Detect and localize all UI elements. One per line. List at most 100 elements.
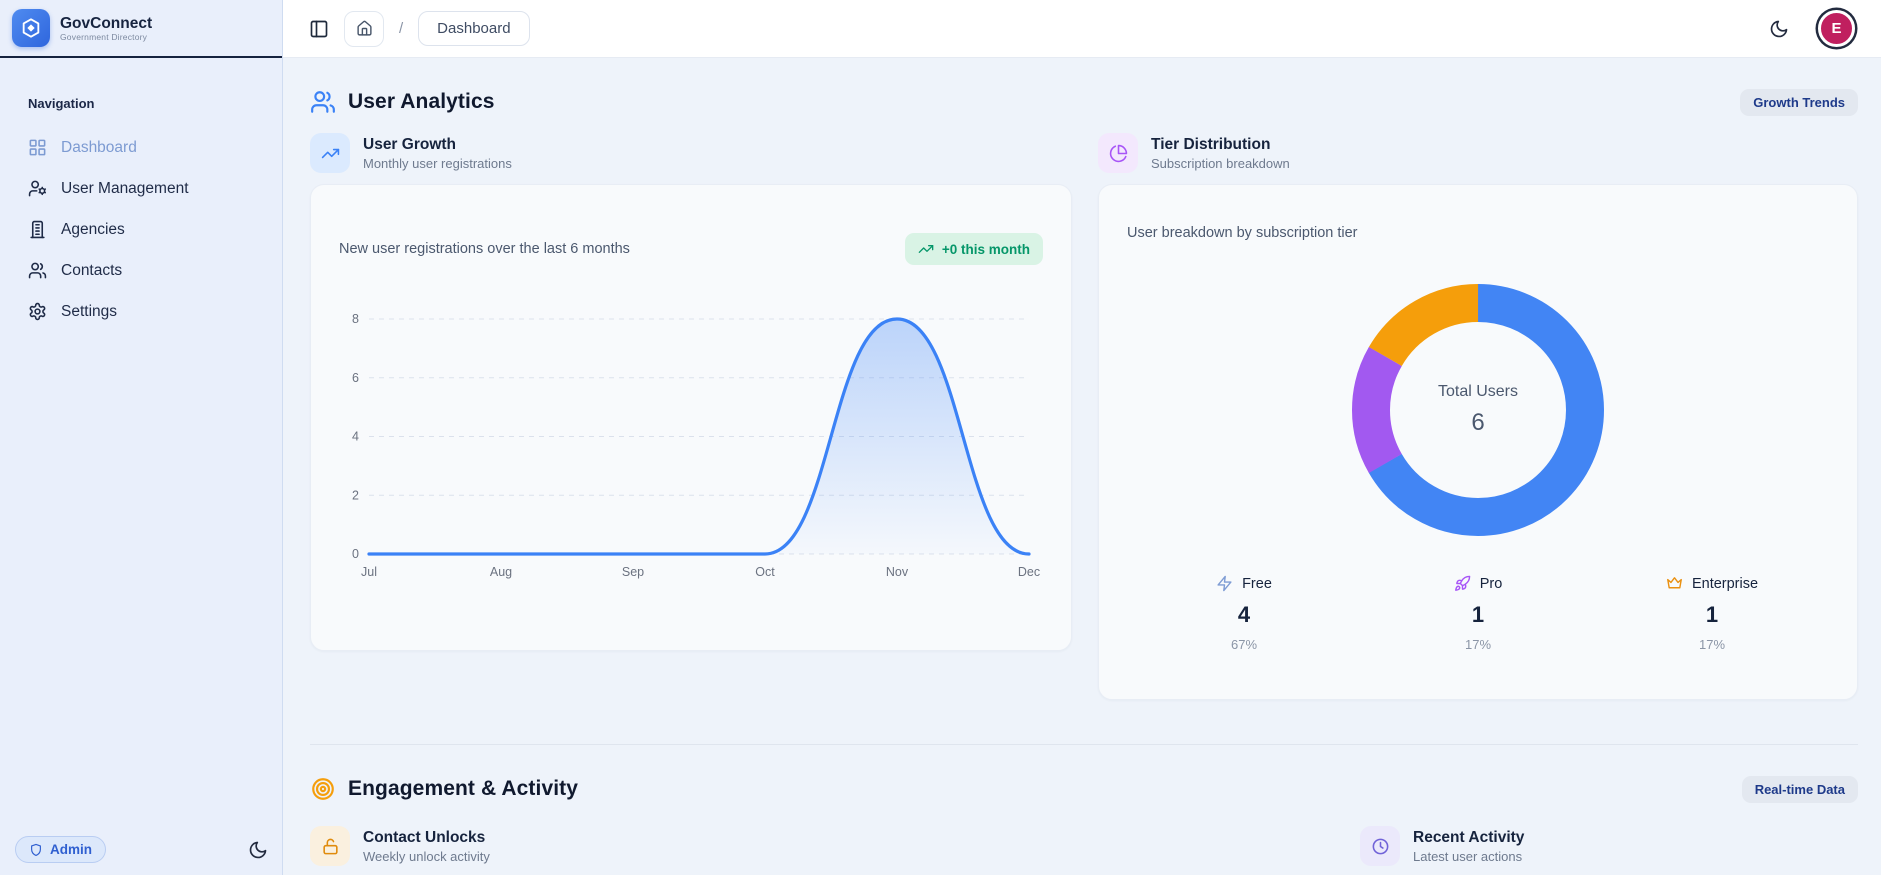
- clock-icon: [1360, 826, 1400, 866]
- gear-icon: [29, 302, 46, 321]
- admin-role-badge: Admin: [15, 836, 106, 863]
- trending-up-icon: [310, 133, 350, 173]
- free-percent: 67%: [1230, 637, 1258, 652]
- analytics-section-title: User Analytics: [348, 90, 495, 113]
- sidebar-item-label: Contacts: [61, 261, 123, 279]
- user-growth-line-chart: 0 2 4 6 8 Jul Aug Sep Oct Nov Dec: [352, 312, 1040, 579]
- recent-activity-title: Recent Activity: [1413, 829, 1525, 846]
- users-icon: [311, 91, 335, 113]
- target-icon: [312, 778, 334, 800]
- sidebar: GovConnect Government Directory Navigati…: [0, 0, 283, 875]
- recent-activity-header: Recent Activity Latest user actions: [1360, 826, 1858, 866]
- tier-distribution-title: Tier Distribution: [1151, 136, 1271, 153]
- layout-grid-icon: [29, 139, 46, 156]
- crown-icon: [1667, 577, 1682, 589]
- sidebar-item-label: Settings: [61, 302, 118, 320]
- user-avatar[interactable]: E: [1818, 10, 1855, 47]
- trending-up-icon: [918, 245, 934, 253]
- user-growth-title: User Growth: [363, 136, 457, 153]
- legend-item-pro: Pro 1 17%: [1361, 575, 1595, 652]
- sidebar-header: GovConnect Government Directory: [0, 0, 282, 58]
- analytics-grid: User Growth Monthly user registrations N…: [310, 133, 1858, 700]
- pro-percent: 17%: [1464, 637, 1492, 652]
- tier-distribution-header: Tier Distribution Subscription breakdown: [1098, 133, 1858, 173]
- recent-activity-subtitle: Latest user actions: [1413, 849, 1523, 864]
- legend-item-free: Free 4 67%: [1127, 575, 1361, 652]
- brand-name: GovConnect: [60, 14, 153, 32]
- enterprise-percent: 17%: [1698, 637, 1726, 652]
- contact-unlocks-header: Contact Unlocks Weekly unlock activity: [310, 826, 1334, 866]
- growth-description: New user registrations over the last 6 m…: [339, 241, 630, 257]
- section-divider: [310, 744, 1858, 745]
- zap-icon: [1217, 575, 1232, 592]
- building-icon: [30, 220, 45, 239]
- home-icon: [356, 20, 372, 36]
- nav-section-label: Navigation: [28, 96, 95, 111]
- brand-tagline: Government Directory: [60, 31, 148, 42]
- page-content: User Analytics Growth Trends User Growth…: [283, 58, 1881, 875]
- breadcrumb-separator: /: [399, 20, 404, 37]
- tier-distribution-card: User breakdown by subscription tier Tota…: [1098, 184, 1858, 700]
- user-cog-icon: [28, 180, 47, 197]
- tier-donut-wrap: Total Users 6: [1127, 275, 1829, 545]
- analytics-section-header: User Analytics Growth Trends: [310, 85, 1858, 119]
- svg-text:Aug: Aug: [490, 565, 512, 579]
- users-icon: [28, 262, 47, 279]
- svg-text:Jul: Jul: [361, 565, 377, 579]
- shield-icon: [31, 843, 41, 856]
- sidebar-item-label: Dashboard: [61, 138, 137, 156]
- trend-badge: +0 this month: [904, 233, 1043, 265]
- enterprise-count: 1: [1705, 602, 1719, 627]
- legend-item-enterprise: Enterprise 1 17%: [1595, 575, 1829, 652]
- sidebar-item-label: Agencies: [61, 220, 125, 238]
- svg-text:Oct: Oct: [755, 565, 775, 579]
- tier-distribution-column: Tier Distribution Subscription breakdown…: [1098, 133, 1858, 700]
- svg-text:2: 2: [352, 488, 359, 502]
- main-area: / Dashboard E User Analytics Growth Tren…: [283, 0, 1881, 875]
- tier-legend: Free 4 67% Pro 1 1: [1127, 575, 1829, 652]
- rocket-icon: [1454, 575, 1470, 591]
- realtime-data-badge: Real-time Data: [1741, 775, 1858, 803]
- sidebar-item-agencies[interactable]: Agencies: [0, 209, 282, 250]
- contact-unlocks-subtitle: Weekly unlock activity: [363, 849, 490, 864]
- svg-text:Dec: Dec: [1018, 565, 1040, 579]
- sidebar-toggle-icon[interactable]: [309, 19, 329, 39]
- sidebar-item-dashboard[interactable]: Dashboard: [0, 127, 282, 168]
- sidebar-item-label: User Management: [61, 179, 189, 197]
- brand-block: GovConnect Government Directory: [60, 15, 152, 42]
- sidebar-footer: Admin: [0, 836, 282, 863]
- tier-description: User breakdown by subscription tier: [1127, 225, 1358, 241]
- user-growth-card: New user registrations over the last 6 m…: [310, 184, 1072, 651]
- growth-trends-badge: Growth Trends: [1740, 88, 1858, 116]
- admin-role-label: Admin: [50, 842, 92, 857]
- topbar: / Dashboard E: [283, 0, 1881, 58]
- free-count: 4: [1237, 602, 1251, 627]
- svg-text:Sep: Sep: [622, 565, 644, 579]
- sidebar-item-contacts[interactable]: Contacts: [0, 250, 282, 291]
- svg-text:4: 4: [352, 430, 359, 444]
- svg-text:6: 6: [352, 371, 359, 385]
- svg-text:8: 8: [352, 312, 359, 326]
- user-growth-header: User Growth Monthly user registrations: [310, 133, 1072, 173]
- breadcrumb-current[interactable]: Dashboard: [418, 11, 530, 46]
- breadcrumb-home-button[interactable]: [344, 10, 384, 47]
- sidebar-item-settings[interactable]: Settings: [0, 291, 282, 332]
- sidebar-item-user-management[interactable]: User Management: [0, 168, 282, 209]
- tier-donut-chart: [1352, 284, 1604, 536]
- sidebar-nav: Dashboard User Management Agencies Conta…: [0, 127, 282, 332]
- engagement-section-title: Engagement & Activity: [348, 777, 579, 800]
- contact-unlocks-title: Contact Unlocks: [363, 829, 486, 846]
- svg-text:Nov: Nov: [886, 565, 909, 579]
- pie-chart-icon: [1098, 133, 1138, 173]
- pro-count: 1: [1471, 602, 1485, 627]
- engagement-section-header: Engagement & Activity Real-time Data: [310, 772, 1858, 806]
- user-growth-column: User Growth Monthly user registrations N…: [310, 133, 1072, 651]
- user-growth-subtitle: Monthly user registrations: [363, 156, 512, 171]
- svg-text:0: 0: [352, 547, 359, 561]
- unlock-icon: [310, 826, 350, 866]
- engagement-grid: Contact Unlocks Weekly unlock activity R…: [310, 826, 1858, 875]
- govconnect-logo-icon: [12, 9, 50, 47]
- theme-moon-icon[interactable]: [248, 840, 268, 860]
- theme-moon-icon[interactable]: [1769, 19, 1789, 39]
